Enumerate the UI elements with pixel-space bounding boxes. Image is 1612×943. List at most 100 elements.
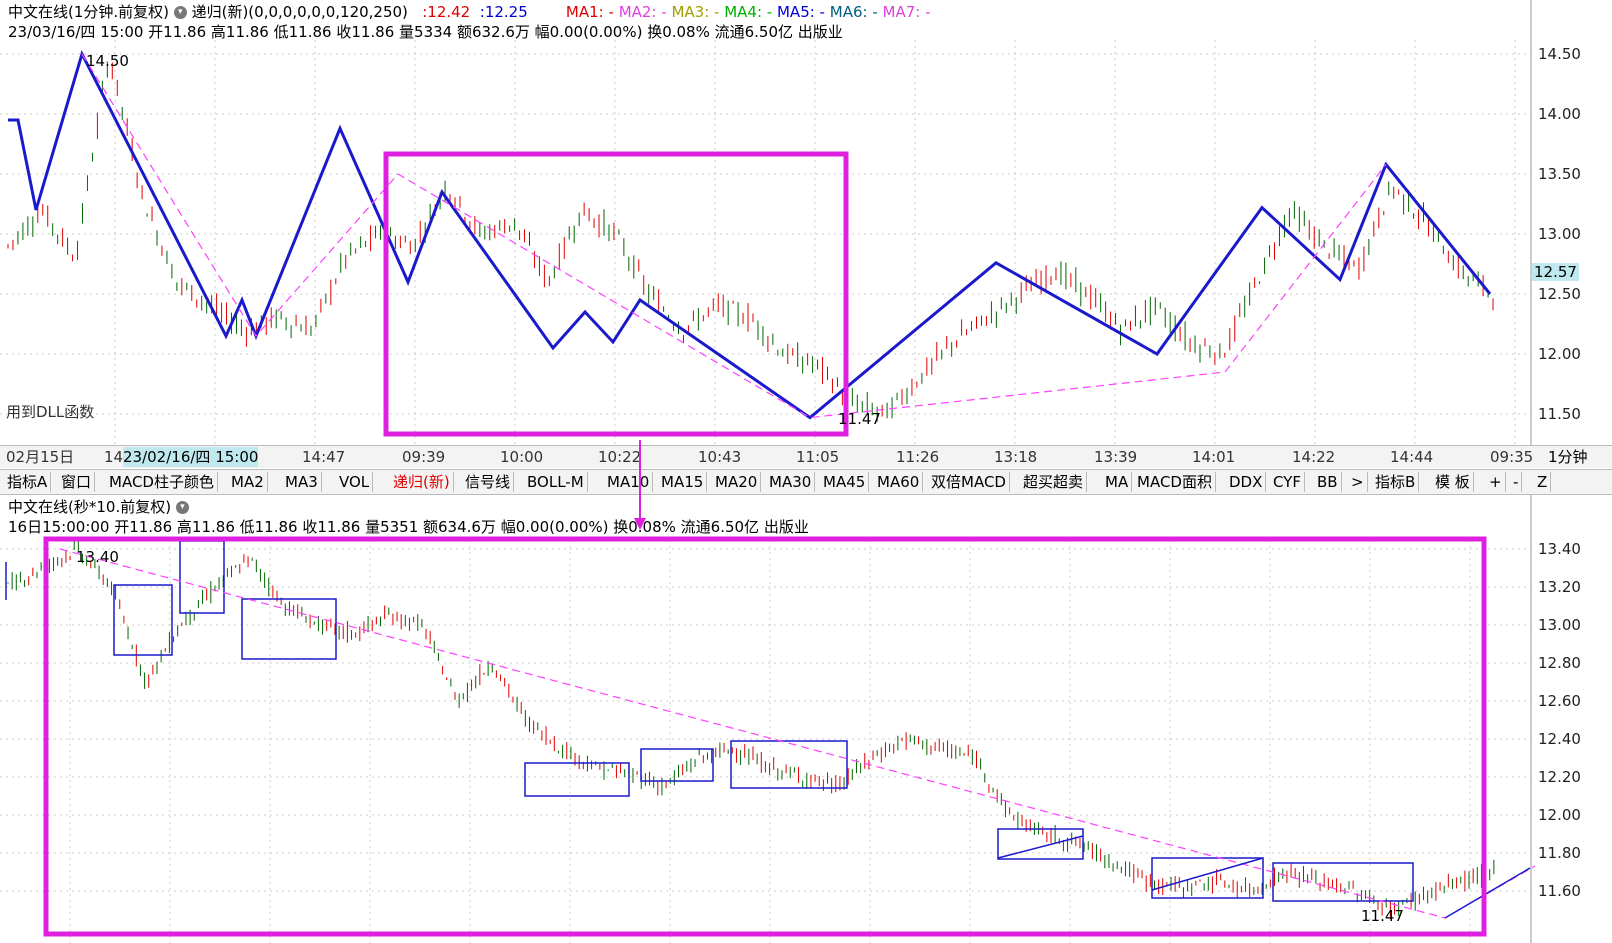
bottom-highlight-box	[43, 536, 1487, 937]
x-tick: 10:00	[500, 448, 544, 466]
bottom-title: 中文在线(秒*10.前复权)	[8, 498, 172, 516]
x-crosshair-time: 23/02/16/四 15:00	[123, 447, 259, 467]
toolbar-item-2[interactable]: MACD柱子颜色	[106, 472, 218, 492]
toolbar-item-24[interactable]: 模 板	[1432, 472, 1474, 492]
bottom-y-tick: 12.00	[1538, 806, 1581, 824]
dropdown-icon[interactable]: ▾	[175, 501, 189, 514]
toolbar-item-11[interactable]: MA20	[712, 472, 762, 492]
bottom-y-tick: 13.20	[1538, 578, 1581, 596]
toolbar-item-22[interactable]: >	[1348, 472, 1368, 492]
top-y-tick: 13.00	[1538, 225, 1581, 243]
toolbar-item-3[interactable]: MA2	[228, 472, 268, 492]
toolbar-item-21[interactable]: BB	[1314, 472, 1342, 492]
toolbar-item-13[interactable]: MA45	[820, 472, 870, 492]
down-arrow-icon	[634, 518, 646, 530]
toolbar-item-15[interactable]: 双倍MACD	[928, 472, 1010, 492]
top-y-tick: 14.50	[1538, 45, 1581, 63]
bottom-y-tick: 12.20	[1538, 768, 1581, 786]
toolbar-item-9[interactable]: MA10	[604, 472, 654, 492]
period-selector[interactable]: 1分钟	[1548, 448, 1588, 466]
toolbar-item-23[interactable]: 指标B	[1372, 472, 1420, 492]
dll-note: 用到DLL函数	[6, 403, 95, 421]
dropdown-icon[interactable]: ▾	[173, 6, 187, 19]
x-tick: 14:22	[1292, 448, 1336, 466]
bottom-zigzag-boxes	[5, 540, 1536, 919]
top-y-tick: 12.50	[1538, 285, 1581, 303]
top-trend-dashed	[81, 53, 1387, 419]
x-tick: 14:44	[1390, 448, 1434, 466]
ma3-label: MA3: -	[671, 3, 720, 21]
ma5-label: MA5: -	[776, 3, 825, 21]
bottom-y-tick: 12.40	[1538, 730, 1581, 748]
ma2-label: MA2: -	[618, 3, 667, 21]
bottom-info-line: 16日15:00:00 开11.86 高11.86 低11.86 收11.86 …	[8, 518, 809, 536]
indicator-name[interactable]: 递归(新)(0,0,0,0,0,0,120,250)	[191, 3, 408, 21]
toolbar-item-1[interactable]: 窗口	[58, 472, 96, 492]
top-peak-label: 14.50	[86, 52, 129, 70]
ma6-label: MA6: -	[829, 3, 878, 21]
top-y-tick: 13.50	[1538, 165, 1581, 183]
toolbar-item-20[interactable]: CYF	[1270, 472, 1306, 492]
toolbar-item-0[interactable]: 指标A	[4, 472, 52, 492]
x-tick: 11:05	[796, 448, 840, 466]
toolbar-item-18[interactable]: MACD面积	[1134, 472, 1216, 492]
zigzag-box	[113, 584, 173, 656]
current-price-badge: 12.57	[1532, 263, 1579, 281]
bottom-peak-label: 13.40	[76, 548, 119, 566]
toolbar-item-26[interactable]: -	[1510, 472, 1523, 492]
toolbar-item-4[interactable]: MA3	[282, 472, 322, 492]
ma1-label: MA1: -	[565, 3, 614, 21]
indicator-toolbar: 指标A 窗口 MACD柱子颜色 MA2 MA3 VOL 递归(新) 信号线 BOLL-M MA10…	[0, 469, 1612, 495]
zigzag-box	[997, 828, 1084, 860]
ma7-label: MA7: -	[882, 3, 931, 21]
top-grid	[0, 40, 1531, 445]
x-tick: 13:18	[994, 448, 1038, 466]
indicator-val-2: :12.25	[479, 3, 528, 21]
x-tick: 13:39	[1094, 448, 1138, 466]
top-info-line: 23/03/16/四 15:00 开11.86 高11.86 低11.86 收1…	[8, 23, 843, 41]
toolbar-item-16[interactable]: 超买超卖	[1020, 472, 1088, 492]
x-tick: 10:43	[698, 448, 742, 466]
bottom-y-tick: 12.80	[1538, 654, 1581, 672]
toolbar-item-27[interactable]: Z	[1534, 472, 1552, 492]
time-axis[interactable]: 02月15日 14 23/02/16/四 15:00 14:47 09:39 1…	[0, 445, 1612, 468]
zigzag-box	[179, 540, 225, 614]
bottom-y-tick: 11.60	[1538, 882, 1581, 900]
bottom-grid	[0, 540, 1531, 943]
toolbar-item-14[interactable]: MA60	[874, 472, 924, 492]
top-trough-label: 11.47	[838, 410, 881, 428]
toolbar-item-5[interactable]: VOL	[336, 472, 374, 492]
bottom-candles	[7, 539, 1495, 920]
top-zigzag-line	[8, 49, 1492, 420]
bottom-y-tick: 11.80	[1538, 844, 1581, 862]
x-tick: 11:26	[896, 448, 940, 466]
zigzag-box	[524, 762, 630, 797]
x-tick: 14:47	[302, 448, 346, 466]
top-kline-chart[interactable]	[0, 0, 1612, 445]
ma4-label: MA4: -	[724, 3, 773, 21]
bottom-zigzag-line	[997, 835, 1531, 919]
x-tick: 14	[104, 448, 124, 466]
indicator-val-1: :12.42	[422, 3, 471, 21]
toolbar-item-25[interactable]: +	[1486, 472, 1506, 492]
toolbar-item-17[interactable]: MA	[1102, 472, 1133, 492]
toolbar-item-12[interactable]: MA30	[766, 472, 816, 492]
toolbar-item-6[interactable]: 递归(新)	[390, 472, 454, 492]
toolbar-item-10[interactable]: MA15	[658, 472, 708, 492]
x-tick: 10:22	[598, 448, 642, 466]
x-tick: 02月15日	[6, 448, 75, 466]
x-tick: 09:35	[1490, 448, 1534, 466]
top-zigzag	[8, 49, 1492, 420]
x-tick: 14:01	[1192, 448, 1236, 466]
bottom-trough-label: 11.47	[1361, 907, 1404, 925]
toolbar-item-7[interactable]: 信号线	[462, 472, 515, 492]
bottom-header: 中文在线(秒*10.前复权) ▾	[8, 498, 189, 516]
toolbar-item-19[interactable]: DDX	[1226, 472, 1267, 492]
top-y-tick: 11.50	[1538, 405, 1581, 423]
top-y-tick: 14.00	[1538, 105, 1581, 123]
bottom-y-tick: 13.00	[1538, 616, 1581, 634]
top-highlight-box	[383, 151, 849, 437]
zigzag-box	[1151, 857, 1264, 899]
toolbar-item-8[interactable]: BOLL-M	[524, 472, 588, 492]
